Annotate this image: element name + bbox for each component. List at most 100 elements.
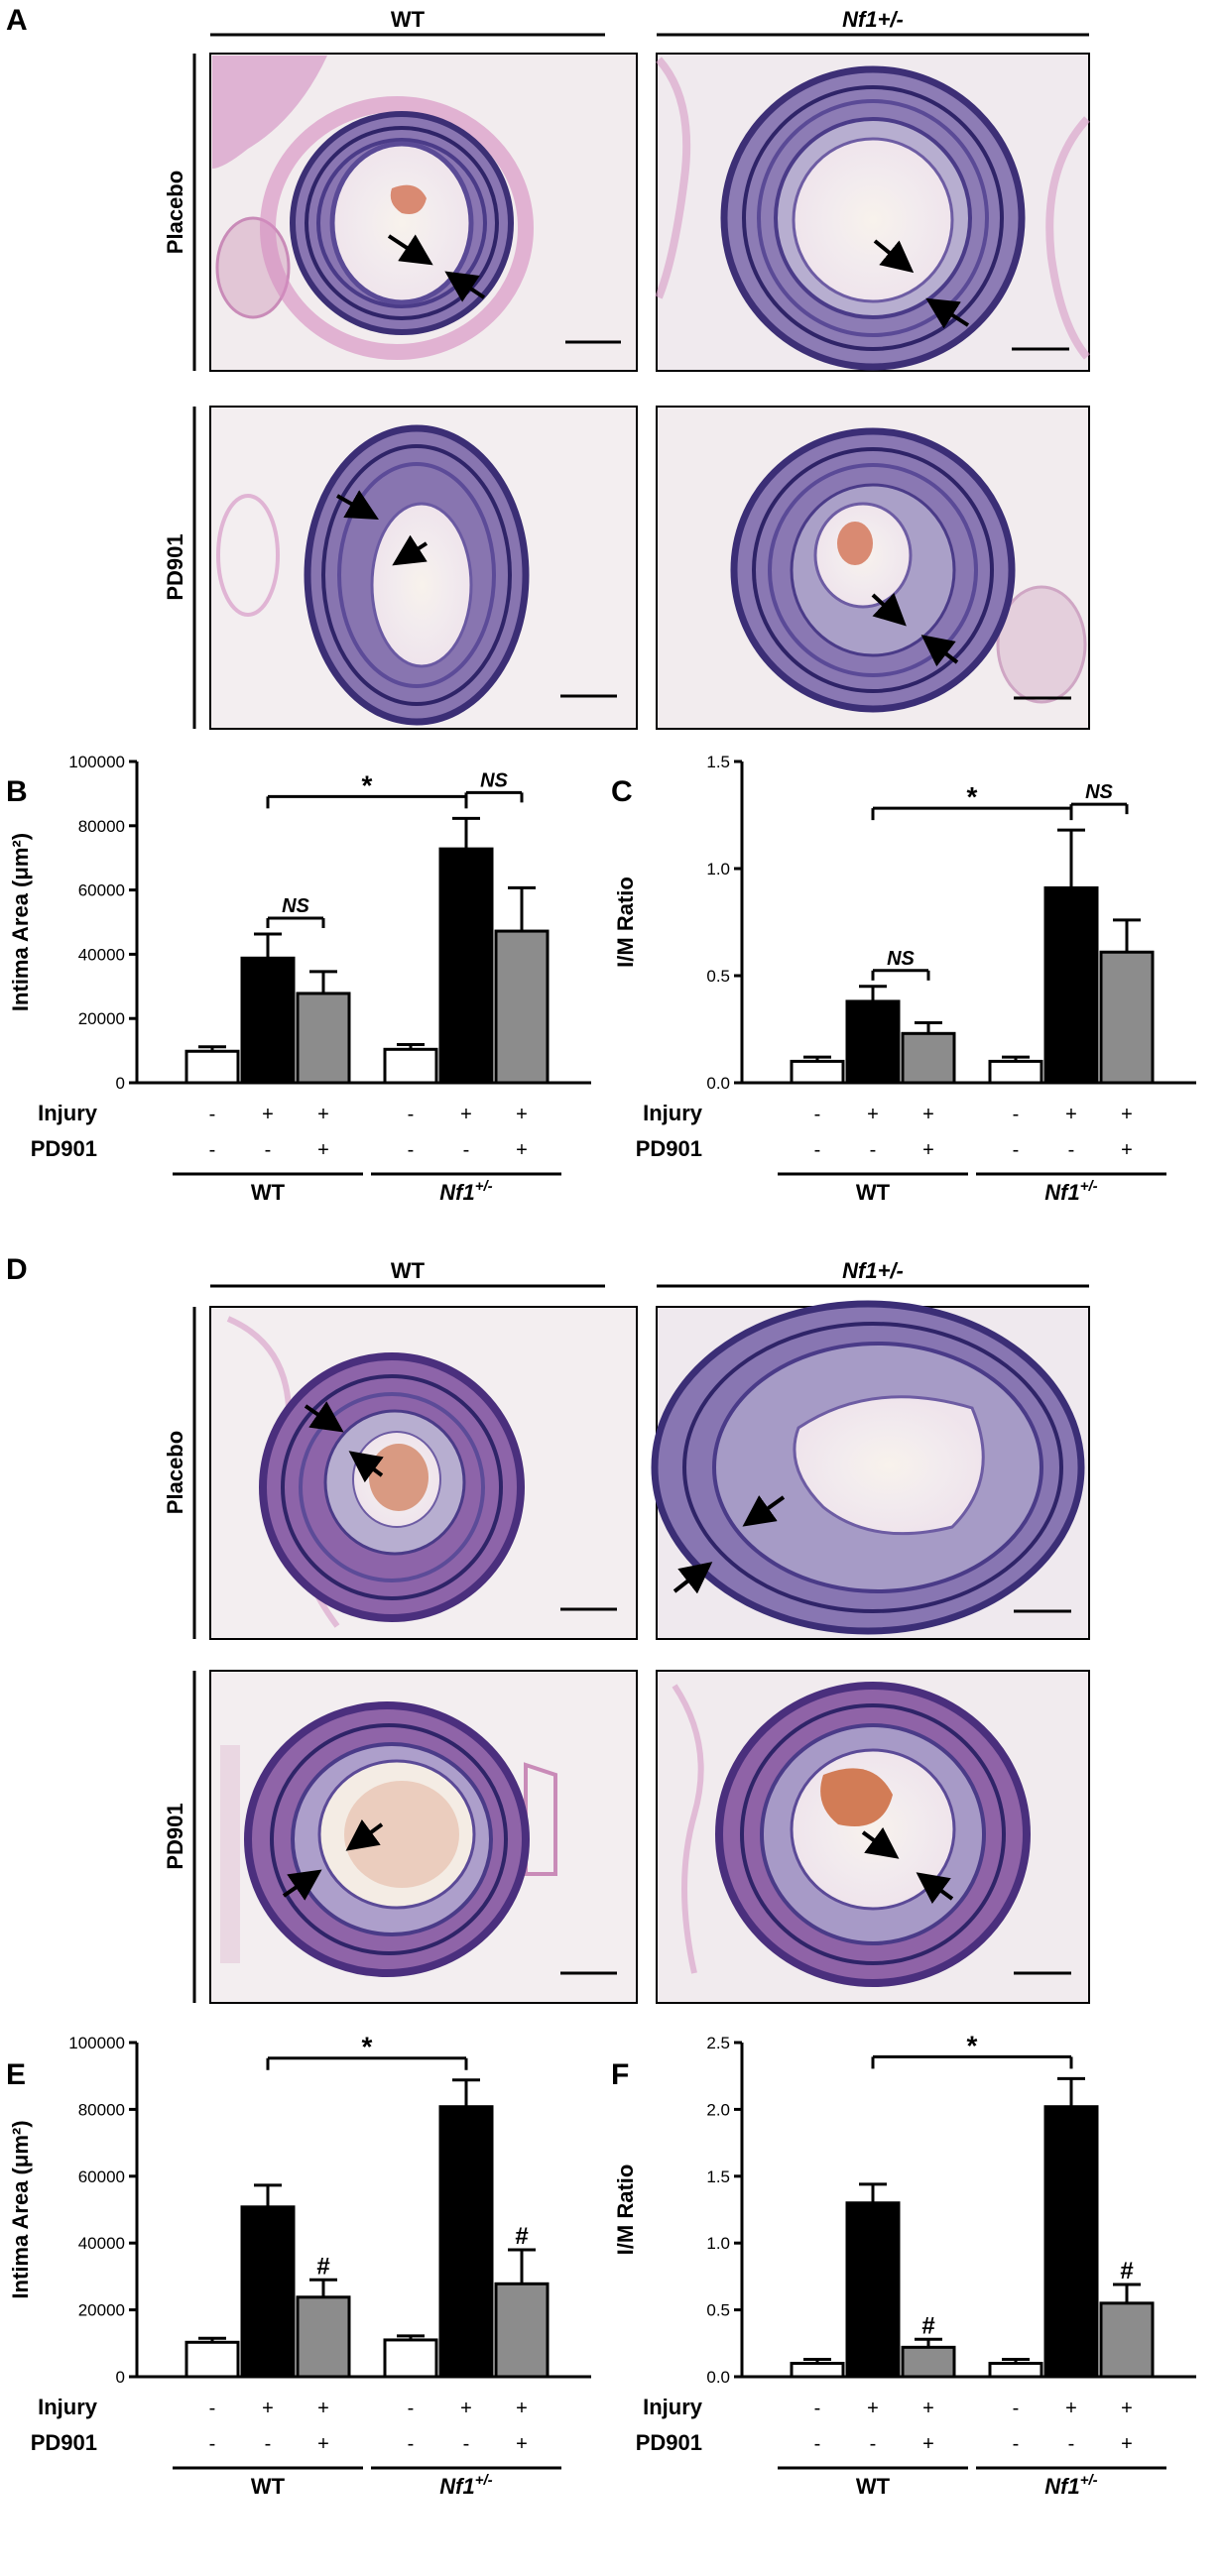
bar-wt-1 [845,2201,901,2379]
y-tick-label: 1.0 [706,860,730,878]
chart-f-im-ratio: 0.0 0.5 1.0 1.5 2.0 2.5 I/M Ratio * # # Injury - + + -… [613,2030,1196,2499]
sig-star: * [967,2030,978,2060]
y-tick-label: 80000 [78,817,125,836]
hash-label: # [921,2312,934,2339]
row-sign: - [814,1139,821,1161]
row-sign: + [1121,2398,1133,2419]
group-label-0: WT [251,1180,286,1205]
bar-nf1-1 [1043,885,1099,1085]
bar-wt-2 [296,2295,351,2379]
bar-wt-0 [790,2362,845,2379]
group-label-0: WT [856,1180,891,1205]
micrograph-d-nf1-pd901 [656,1670,1090,2004]
row-sign: + [867,2398,879,2419]
bar-nf1-1 [1043,2105,1099,2379]
bar-nf1-0 [383,1047,438,1085]
micrograph-a-wt-placebo [209,53,638,372]
sig-star: * [362,769,373,800]
row-sign: - [1013,1139,1020,1161]
bar-wt-2 [901,2345,956,2379]
row-name-injury: Injury [38,2395,98,2419]
row-sign: - [463,1139,470,1161]
row-name-injury: Injury [643,2395,703,2419]
bar-wt-2 [901,1031,956,1085]
ns-label: NS [282,895,309,917]
row-sign: - [209,2398,216,2419]
bar-wt-0 [184,2340,240,2379]
row-sign: - [1068,2433,1075,2455]
bar-nf1-2 [494,929,550,1085]
panel-label-a: A [6,4,28,37]
group-label-1: Nf1+/- [1044,2472,1097,2499]
sig-star: * [967,781,978,812]
micrograph-a-wt-pd901 [209,406,638,730]
bar-wt-0 [184,1049,240,1085]
bar-nf1-2 [1099,950,1155,1085]
row-sign: + [317,2398,329,2419]
col-header-wt-a: WT [391,7,426,32]
row-sign: + [1121,1104,1133,1125]
panel-label-c: C [611,775,633,808]
row-sign: - [209,1104,216,1125]
panel-label-b: B [6,775,28,808]
row-name-pd901: PD901 [31,1136,97,1161]
row-sign: + [317,2433,329,2455]
row-name-pd901: PD901 [636,1136,702,1161]
y-tick-label: 0.5 [706,967,730,986]
row-sign: - [814,2433,821,2455]
y-tick-label: 100000 [68,2034,125,2052]
ns-label: NS [480,769,508,791]
bar-nf1-0 [988,1059,1043,1085]
row-sign: - [1013,2433,1020,2455]
micrograph-a-nf1-pd901 [656,406,1090,730]
ns-label: NS [1085,781,1113,803]
row-sign: - [870,2433,877,2455]
hash-label: # [1120,2258,1133,2284]
row-sign: - [265,2433,272,2455]
row-name-pd901: PD901 [636,2430,702,2455]
y-tick-label: 0.5 [706,2301,730,2320]
bar-wt-1 [845,999,901,1085]
y-axis-label: I/M Ratio [613,2165,638,2256]
y-tick-label: 0.0 [706,2368,730,2387]
y-axis-label: Intima Area (μm²) [8,2120,33,2298]
row-sign: - [265,1139,272,1161]
group-label-0: WT [856,2474,891,2499]
row-sign: + [922,1139,934,1161]
sig-star: * [362,2032,373,2062]
row-sign: + [516,1104,528,1125]
row-name-pd901: PD901 [31,2430,97,2455]
chart-e-intima-area: 0 20000 40000 60000 80000 100000 Intima Area (… [8,2032,591,2499]
row-sign: - [408,2398,415,2419]
y-axis-label: I/M Ratio [613,877,638,968]
row-sign: + [317,1139,329,1161]
group-label-1: Nf1+/- [1044,1178,1097,1205]
row-sign: - [209,2433,216,2455]
y-tick-label: 60000 [78,881,125,900]
bar-wt-1 [240,2205,296,2379]
row-name-injury: Injury [38,1101,98,1125]
row-sign: + [922,1104,934,1125]
row-sign: + [262,2398,274,2419]
row-sign: + [516,2433,528,2455]
row-name-injury: Injury [643,1101,703,1125]
y-tick-label: 60000 [78,2167,125,2186]
bar-nf1-0 [988,2362,1043,2379]
y-tick-label: 80000 [78,2100,125,2119]
y-tick-label: 1.0 [706,2234,730,2253]
row-sign: + [1121,1139,1133,1161]
group-label-1: Nf1+/- [439,1178,492,1205]
hash-label: # [515,2223,528,2250]
micrograph-d-wt-placebo [209,1306,638,1640]
chart-b-intima-area: 0 20000 40000 60000 80000 100000 Intima Area (… [8,753,591,1205]
row-sign: - [408,1104,415,1125]
row-sign: - [1013,2398,1020,2419]
panel-label-d: D [6,1253,28,1286]
row-sign: - [1013,1104,1020,1125]
y-tick-label: 20000 [78,2301,125,2320]
y-tick-label: 0.0 [706,1074,730,1093]
bar-wt-1 [240,956,296,1085]
row-sign: + [1065,1104,1077,1125]
row-sign: + [922,2433,934,2455]
y-tick-label: 0 [116,1074,125,1093]
